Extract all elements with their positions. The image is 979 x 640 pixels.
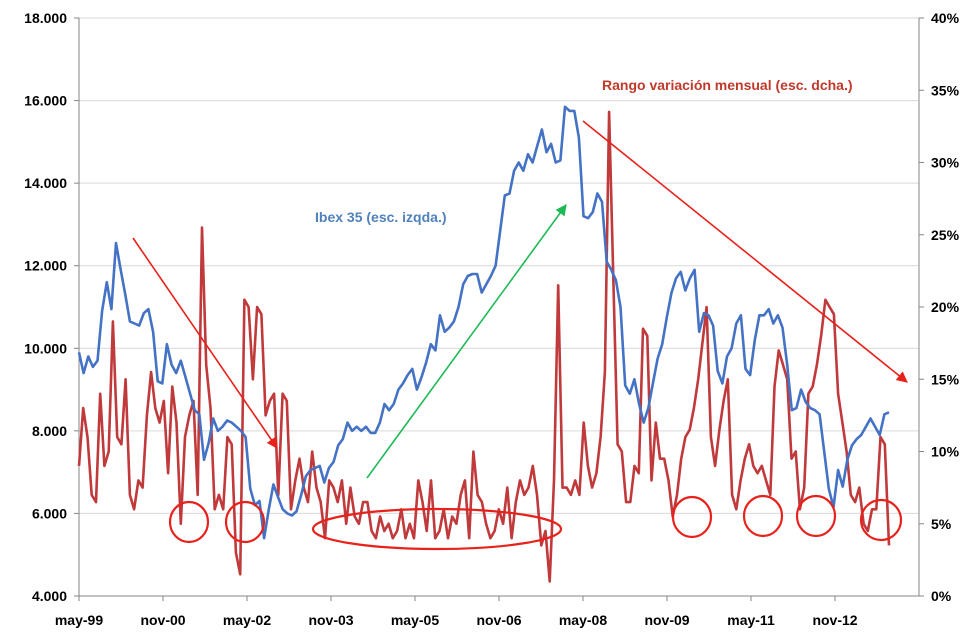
- downtrend-arrow-1: [132, 237, 278, 449]
- range-series-label: Rango variación mensual (esc. dcha.): [602, 77, 853, 93]
- range-series-line: [77, 110, 891, 583]
- right-tick-label: 0%: [931, 588, 952, 604]
- downtrend-arrow-2: [582, 120, 908, 383]
- highlight-ellipse: [311, 507, 563, 551]
- x-tick-label: nov-09: [644, 612, 689, 628]
- highlight-circle: [742, 494, 784, 538]
- x-tick-label: nov-03: [308, 612, 353, 628]
- right-tick-label: 40%: [931, 10, 960, 26]
- right-tick-label: 30%: [931, 155, 960, 171]
- ibex-series-label: Ibex 35 (esc. izqda.): [315, 209, 447, 225]
- x-axis-tick-labels: may-99 nov-00 may-02 nov-03 may-05 nov-06 may-…: [55, 596, 858, 628]
- right-tick-label: 15%: [931, 371, 960, 387]
- left-tick-label: 16.000: [24, 93, 67, 109]
- x-tick-label: nov-12: [812, 612, 857, 628]
- left-tick-label: 6.000: [32, 505, 67, 521]
- x-tick-label: may-05: [391, 612, 439, 628]
- highlight-circle: [671, 495, 713, 539]
- x-tick-label: may-11: [727, 612, 775, 628]
- right-axis-tick-labels: 0% 5% 10% 15% 20% 25% 30% 35% 40%: [919, 10, 960, 604]
- x-tick-label: nov-00: [140, 612, 185, 628]
- right-tick-label: 25%: [931, 227, 960, 243]
- left-axis-tick-labels: 4.000 6.000 8.000 10.000 12.000 14.000 16.000 1…: [24, 10, 79, 604]
- left-tick-label: 4.000: [32, 588, 67, 604]
- x-tick-label: may-08: [559, 612, 607, 628]
- left-tick-label: 14.000: [24, 175, 67, 191]
- ibex-series-line: [77, 105, 890, 540]
- x-tick-label: may-02: [223, 612, 271, 628]
- right-tick-label: 10%: [931, 444, 960, 460]
- uptrend-arrow: [366, 204, 567, 479]
- highlight-circle: [168, 500, 210, 544]
- left-tick-label: 18.000: [24, 10, 67, 26]
- x-tick-label: nov-06: [476, 612, 521, 628]
- right-tick-label: 35%: [931, 82, 960, 98]
- highlight-circle: [224, 500, 266, 544]
- right-tick-label: 20%: [931, 299, 960, 315]
- x-tick-label: may-99: [55, 612, 103, 628]
- highlight-circles: [168, 494, 903, 551]
- highlight-circle: [859, 498, 903, 542]
- highlight-circle: [795, 494, 837, 538]
- left-tick-label: 12.000: [24, 258, 67, 274]
- left-tick-label: 8.000: [32, 423, 67, 439]
- right-tick-label: 5%: [931, 516, 952, 532]
- left-tick-label: 10.000: [24, 340, 67, 356]
